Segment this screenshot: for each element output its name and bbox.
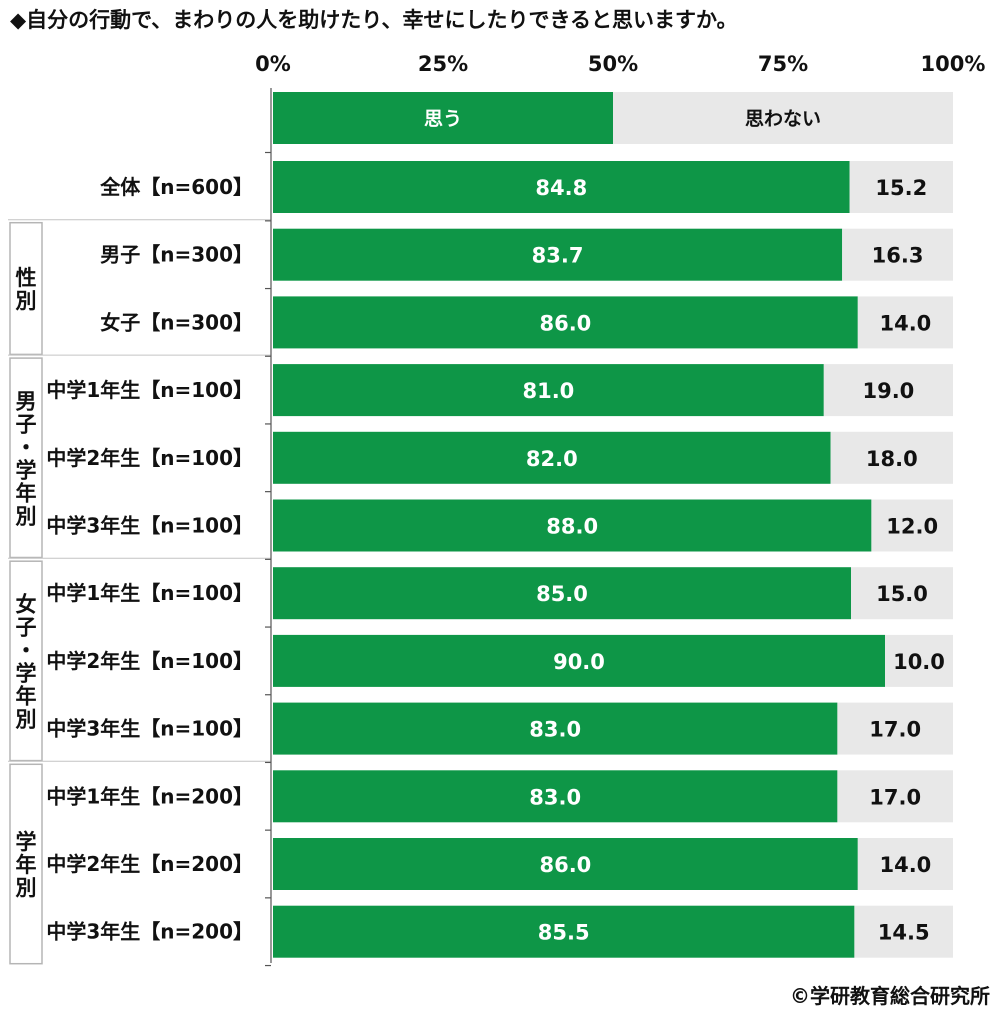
group-label-char: 性	[16, 266, 37, 290]
value-label-no: 17.0	[869, 785, 921, 809]
bar-no	[857, 838, 953, 890]
group-label-char: 年	[16, 684, 37, 708]
group-label-char: 子	[16, 412, 37, 436]
value-label-no: 15.2	[875, 176, 927, 200]
bar-yes	[273, 364, 824, 417]
group-label-char: 別	[16, 707, 37, 731]
value-label-yes: 90.0	[553, 650, 605, 674]
bar-no	[871, 499, 953, 552]
bar-yes	[273, 228, 843, 281]
category-label: 中学1年生【n=100】	[46, 581, 253, 605]
bars: 全体【n=600】 84.8 15.2 男子【n=300】 83.7 16.3 女子【n=3…	[46, 161, 953, 958]
group-label-char: 年	[16, 853, 37, 877]
bar-yes	[273, 634, 885, 687]
value-label-no: 14.0	[879, 853, 931, 877]
x-tick-label: 25%	[418, 52, 468, 76]
group-label-char: 学	[16, 458, 37, 482]
value-label-yes: 83.7	[532, 244, 584, 268]
bar-no	[837, 702, 953, 755]
group-label-char: 学	[16, 830, 37, 854]
legend-swatch-yes	[273, 92, 613, 144]
group-label-char: 男	[16, 389, 37, 413]
group-label-char: ・	[16, 435, 37, 459]
bar-no	[885, 634, 953, 687]
category-label: 中学2年生【n=100】	[46, 649, 253, 673]
value-label-yes: 81.0	[522, 379, 574, 403]
bar-no	[830, 431, 953, 484]
bar-yes	[273, 499, 872, 552]
category-label: 中学3年生【n=200】	[46, 920, 253, 944]
value-label-no: 15.0	[876, 582, 928, 606]
group-label-char: 子	[16, 615, 37, 639]
value-label-no: 12.0	[886, 515, 938, 539]
category-label: 男子【n=300】	[100, 243, 253, 267]
value-label-no: 14.0	[879, 311, 931, 335]
bar-no	[842, 228, 953, 281]
legend-bar: 思う 思わない	[273, 92, 953, 144]
bar-yes	[273, 905, 855, 958]
category-label: 中学2年生【n=100】	[46, 446, 253, 470]
group-label-char: 別	[16, 504, 37, 528]
bar-no	[849, 161, 953, 213]
category-label: 女子【n=300】	[100, 310, 253, 334]
x-tick-label: 75%	[758, 52, 808, 76]
value-label-no: 18.0	[866, 447, 918, 471]
value-label-yes: 86.0	[539, 853, 591, 877]
group-label-char: 学	[16, 661, 37, 685]
value-label-no: 14.5	[878, 921, 930, 945]
bar-yes	[273, 702, 838, 755]
x-tick-label: 0%	[255, 52, 291, 76]
value-label-no: 17.0	[869, 718, 921, 742]
bar-yes	[273, 296, 858, 349]
bar-yes	[273, 161, 850, 213]
bar-yes	[273, 431, 831, 484]
group-box	[9, 560, 43, 762]
group-box	[9, 763, 43, 965]
group-label-char: 別	[16, 289, 37, 313]
value-label-yes: 86.0	[539, 311, 591, 335]
legend-label-yes: 思う	[424, 108, 462, 130]
legend-swatch-no	[613, 92, 953, 144]
value-label-no: 10.0	[893, 650, 945, 674]
value-label-no: 16.3	[872, 244, 924, 268]
value-label-yes: 88.0	[546, 515, 598, 539]
bar-no	[823, 364, 953, 417]
copyright-notice: ©学研教育総合研究所	[790, 984, 990, 1008]
value-label-yes: 85.0	[536, 582, 588, 606]
value-label-yes: 82.0	[526, 447, 578, 471]
axis-ticks: 0% 25% 50% 75% 100%	[255, 52, 986, 967]
bar-yes	[273, 770, 838, 823]
x-tick-label: 50%	[588, 52, 638, 76]
group-label-char: 別	[16, 876, 37, 900]
category-label: 中学2年生【n=200】	[46, 852, 253, 876]
bar-no	[851, 567, 953, 620]
value-label-yes: 83.0	[529, 718, 581, 742]
group-label-char: 女	[16, 592, 37, 616]
group-box	[9, 357, 43, 559]
category-label: 全体【n=600】	[99, 175, 253, 199]
bar-no	[854, 905, 953, 958]
bar-no	[837, 770, 953, 823]
value-label-yes: 85.5	[538, 921, 590, 945]
bar-no	[857, 296, 953, 349]
category-label: 中学1年生【n=100】	[46, 378, 253, 402]
legend-label-no: 思わない	[745, 108, 821, 130]
group-label-char: 年	[16, 481, 37, 505]
category-label: 中学3年生【n=100】	[46, 514, 253, 538]
value-label-no: 19.0	[862, 379, 914, 403]
bar-yes	[273, 567, 851, 620]
category-label: 中学1年生【n=200】	[46, 784, 253, 808]
value-label-yes: 84.8	[535, 176, 587, 200]
bar-yes	[273, 838, 858, 890]
chart-title: ◆自分の行動で、まわりの人を助けたり、幸せにしたりできると思いますか。	[10, 8, 738, 32]
x-tick-label: 100%	[921, 52, 986, 76]
category-label: 中学3年生【n=100】	[46, 717, 253, 741]
group-box	[9, 221, 43, 356]
value-label-yes: 83.0	[529, 785, 581, 809]
group-label-char: ・	[16, 638, 37, 662]
